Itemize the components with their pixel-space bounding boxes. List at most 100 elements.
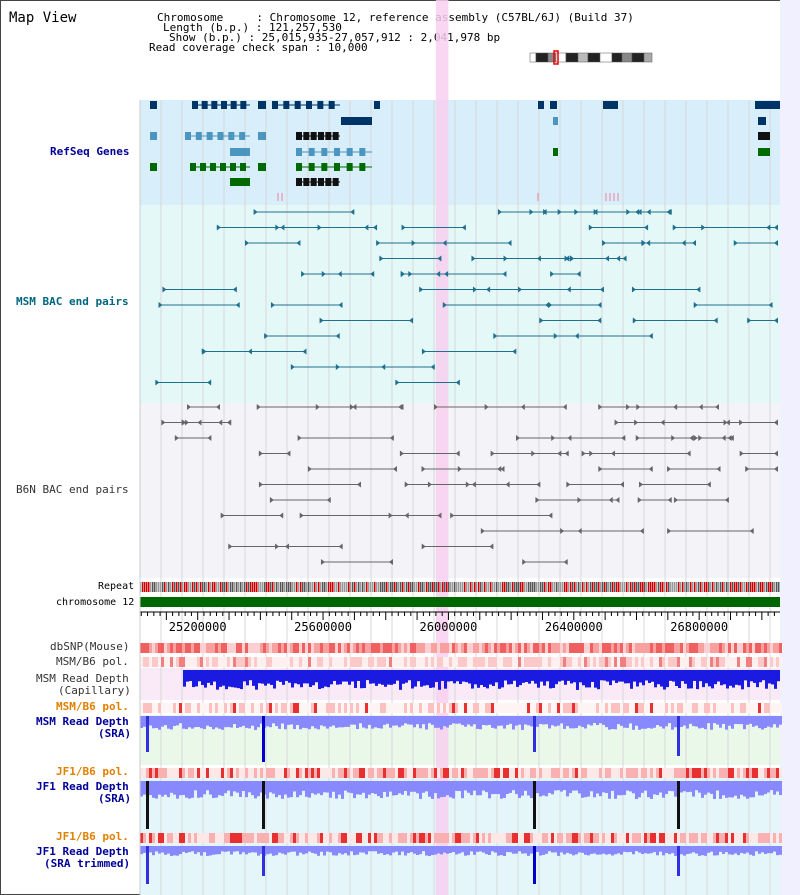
msm-cap-depth bbox=[333, 670, 336, 681]
jf1-pol-cell bbox=[335, 768, 338, 778]
repeat-block bbox=[502, 582, 504, 592]
msm-bac-pair-end bbox=[542, 209, 547, 215]
jf1-pol-cell bbox=[515, 768, 518, 778]
msm-pol-cell bbox=[338, 657, 341, 667]
jf1-pol-cell bbox=[245, 768, 248, 778]
jf1-pol-cell bbox=[701, 768, 704, 778]
jf1-sra-depth bbox=[344, 781, 347, 791]
jf1-pol2-cell bbox=[467, 833, 470, 843]
repeat-block bbox=[304, 582, 306, 592]
msm-sra-depth bbox=[653, 716, 656, 728]
msm-sra-depth bbox=[557, 716, 560, 726]
msm-pol2-cell bbox=[245, 703, 248, 713]
repeat-block bbox=[554, 582, 556, 592]
jf1-sra-depth bbox=[440, 781, 443, 798]
jf1-pol-cell bbox=[668, 768, 671, 778]
msm-bac-pair-end bbox=[155, 379, 160, 386]
msm-pol2-cell bbox=[764, 703, 767, 713]
jf1-pol2-cell bbox=[323, 833, 326, 843]
dbsnp-cell bbox=[758, 643, 761, 653]
gene-exon bbox=[234, 178, 240, 186]
b6n-bac-pair-end bbox=[480, 528, 485, 534]
gene-exon bbox=[230, 163, 236, 171]
msm-sra-depth bbox=[455, 716, 458, 724]
repeat-block bbox=[544, 582, 546, 592]
msm-sra-depth bbox=[452, 716, 455, 724]
b6n-bac-pair-end bbox=[648, 466, 653, 472]
jf1-trim-depth bbox=[707, 846, 710, 853]
msm-cap-depth bbox=[696, 670, 699, 690]
jf1-pol2-cell bbox=[587, 833, 590, 843]
dbsnp-cell bbox=[260, 643, 263, 653]
msm-bac-pair-end bbox=[545, 302, 550, 308]
jf1-pol-cell bbox=[329, 768, 332, 778]
gene-exon bbox=[758, 132, 764, 140]
jf1-sra-depth bbox=[551, 781, 554, 795]
msm-bac-pair-end bbox=[641, 240, 646, 246]
jf1-sra-depth bbox=[524, 781, 527, 791]
jf1-pol2-cell bbox=[746, 833, 749, 843]
jf1-sra-depth bbox=[266, 781, 269, 799]
jf1-pol-cell bbox=[620, 768, 623, 778]
msm-pol2-cell bbox=[746, 703, 749, 713]
msm-pol-cell bbox=[263, 657, 266, 667]
b6n-bac-pair-end bbox=[557, 450, 562, 457]
dbsnp-cell bbox=[599, 643, 602, 653]
msm-sra-depth bbox=[632, 716, 635, 730]
msm-pol-cell bbox=[236, 657, 239, 667]
gene-exon bbox=[210, 163, 216, 171]
msm-pol-cell bbox=[665, 657, 668, 667]
jf1-pol-cell bbox=[542, 768, 545, 778]
msm-sra-depth bbox=[722, 716, 725, 724]
gene-exon bbox=[317, 101, 324, 109]
jf1-pol-cell bbox=[341, 768, 344, 778]
msm-pol2-cell bbox=[407, 703, 410, 713]
msm-bac-pair-end bbox=[557, 209, 562, 215]
jf1-pol-cell bbox=[149, 768, 152, 778]
jf1-pol2-cell bbox=[425, 833, 428, 843]
msm-bac-pair-end bbox=[158, 302, 163, 308]
msm-sra-depth bbox=[647, 716, 650, 728]
jf1-trim-depth bbox=[482, 846, 485, 853]
repeat-block bbox=[574, 582, 576, 592]
jf1-sra-depth bbox=[494, 781, 497, 794]
msm-cap-depth bbox=[396, 670, 399, 681]
msm-pol2-cell bbox=[242, 703, 245, 713]
repeat-block bbox=[190, 582, 192, 592]
msm-pol-cell bbox=[341, 657, 344, 667]
msm-pol-cell bbox=[539, 657, 542, 667]
msm-cap-depth bbox=[480, 670, 483, 685]
msm-pol-cell bbox=[758, 657, 761, 667]
jf1-trim-depth bbox=[650, 846, 653, 854]
jf1-trim-depth bbox=[644, 846, 647, 854]
msm-pol-cell bbox=[470, 657, 473, 667]
msm-pol-cell bbox=[359, 657, 362, 667]
msm-cap-depth bbox=[642, 670, 645, 686]
msm-pol-cell bbox=[200, 657, 203, 667]
jf1-trim-depth bbox=[287, 846, 290, 853]
repeat-block bbox=[680, 582, 682, 592]
msm-sra-depth bbox=[311, 716, 314, 727]
repeat-block bbox=[678, 582, 680, 592]
dbsnp-cell bbox=[686, 643, 689, 653]
dbsnp-cell bbox=[269, 643, 272, 653]
b6n-bac-pair-end bbox=[564, 450, 569, 457]
jf1-pol-cell bbox=[524, 768, 527, 778]
jf1-pol-cell bbox=[188, 768, 191, 778]
msm-pol-cell bbox=[389, 657, 392, 667]
msm-bac-background bbox=[140, 205, 780, 403]
msm-pol-cell bbox=[566, 657, 569, 667]
repeat-block bbox=[712, 582, 714, 592]
jf1-pol-cell bbox=[263, 768, 266, 778]
msm-cap-depth bbox=[510, 670, 513, 685]
jf1-sra-depth bbox=[467, 781, 470, 793]
msm-pol2-cell bbox=[548, 703, 551, 713]
msm-sra-depth bbox=[587, 716, 590, 725]
jf1-trim-depth bbox=[332, 846, 335, 856]
repeat-block bbox=[252, 582, 254, 592]
dbsnp-cell bbox=[695, 643, 698, 653]
jf1-pol2-cell bbox=[503, 833, 506, 843]
jf1-pol-cell bbox=[287, 768, 290, 778]
msm-pol2-cell bbox=[743, 703, 746, 713]
